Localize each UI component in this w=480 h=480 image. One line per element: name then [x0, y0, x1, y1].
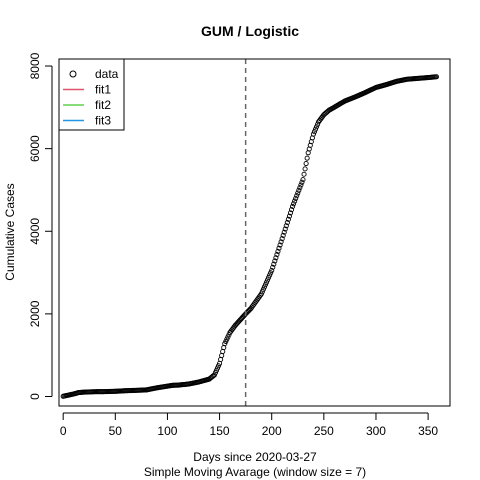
- y-tick-label: 0: [28, 393, 42, 400]
- data-point: [302, 172, 306, 176]
- data-point: [301, 178, 305, 182]
- data-point: [296, 191, 300, 195]
- x-tick-label: 150: [210, 424, 230, 438]
- x-axis-sublabel: Simple Moving Avarage (window size = 7): [144, 465, 366, 479]
- y-tick-label: 4000: [28, 218, 42, 245]
- x-tick-label: 0: [60, 424, 67, 438]
- y-tick-label: 2000: [28, 300, 42, 327]
- x-tick-label: 50: [109, 424, 123, 438]
- legend-label-fit1: fit1: [95, 83, 111, 97]
- data-point: [305, 156, 309, 160]
- y-tick-label: 8000: [28, 52, 42, 79]
- data-point: [295, 194, 299, 198]
- data-point: [293, 199, 297, 203]
- legend-label-data: data: [95, 67, 119, 81]
- data-point: [304, 161, 308, 165]
- y-axis: 0 2000 4000 6000 8000: [28, 52, 52, 399]
- data-point: [294, 196, 298, 200]
- x-tick-label: 250: [314, 424, 334, 438]
- data-point: [297, 188, 301, 192]
- x-tick-label: 300: [366, 424, 386, 438]
- x-tick-label: 100: [157, 424, 177, 438]
- x-axis: 0 50 100 150 200 250 300 350: [60, 413, 439, 438]
- y-axis-label: Cumulative Cases: [3, 183, 17, 280]
- x-axis-label: Days since 2020-03-27: [193, 450, 317, 464]
- data-point: [303, 167, 307, 171]
- x-tick-label: 350: [418, 424, 438, 438]
- data-point: [299, 183, 303, 187]
- data-point: [300, 180, 304, 184]
- data-point: [298, 186, 302, 190]
- y-tick-label: 6000: [28, 135, 42, 162]
- data-point: [292, 202, 296, 206]
- x-tick-label: 200: [262, 424, 282, 438]
- legend-label-fit3: fit3: [95, 114, 111, 128]
- legend-label-fit2: fit2: [95, 98, 111, 112]
- chart-title: GUM / Logistic: [201, 23, 299, 39]
